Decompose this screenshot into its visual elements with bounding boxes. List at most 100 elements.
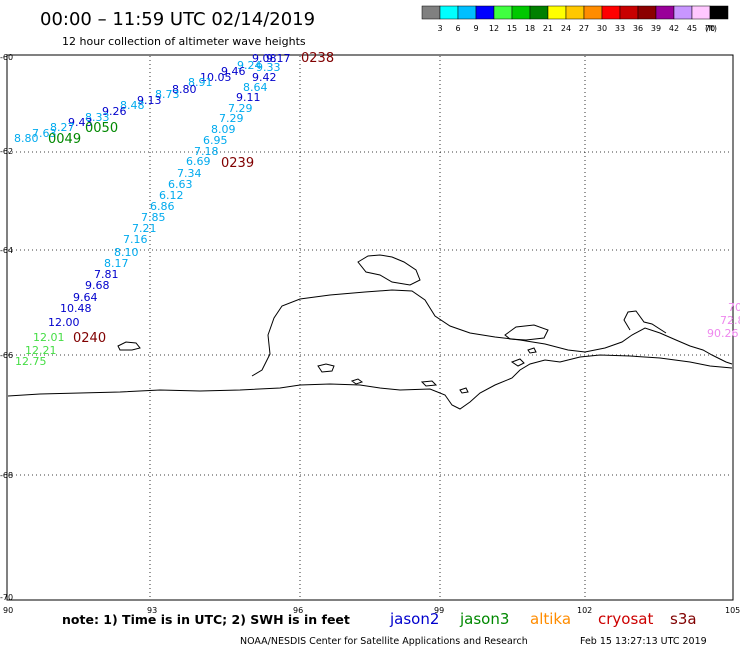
- lon-label: 105: [725, 606, 740, 615]
- swh-value: 8.48: [120, 99, 145, 112]
- graticule: [8, 56, 732, 599]
- color-scale-label: 3: [437, 24, 442, 33]
- satellite-legend: jason2 jason3 altika cryosat s3a: [389, 610, 697, 628]
- swh-value: 12.00: [48, 316, 80, 329]
- color-scale-bar: 3 6 9 12 15 18 21 24 27 30 33 36 39 42 45 70(ft): [421, 5, 729, 33]
- legend-altika: altika: [530, 610, 571, 628]
- swh-value: 10.05: [200, 71, 232, 84]
- swh-value: 9.08: [252, 52, 277, 65]
- swh-value: 9.42: [252, 71, 277, 84]
- swh-value: 7.85: [141, 211, 166, 224]
- swh-value: 9.64: [73, 291, 98, 304]
- swh-value: 7.18: [194, 145, 219, 158]
- lat-label: -70: [0, 593, 13, 602]
- time-label: 0239: [221, 156, 254, 171]
- islet: [317, 363, 335, 373]
- color-scale-label: 45: [687, 24, 697, 33]
- page-title: 00:00 – 11:59 UTC 02/14/2019: [40, 9, 315, 30]
- swh-value: 8.80: [172, 83, 197, 96]
- footer-timestamp: Feb 15 13:27:13 UTC 2019: [580, 636, 707, 647]
- swh-value: 9.11: [236, 91, 261, 104]
- color-scale-label: 9: [473, 24, 478, 33]
- longitude-labels: 90 93 96 99 102 105: [3, 606, 740, 615]
- swh-value: 10.48: [60, 302, 92, 315]
- color-swatch: [673, 5, 693, 20]
- swh-value: 6.95: [203, 134, 228, 147]
- swh-value: 8.91: [188, 76, 213, 89]
- color-swatch: [565, 5, 585, 20]
- color-scale-label: 12: [489, 24, 499, 33]
- island-east: [504, 324, 549, 341]
- legend-s3a: s3a: [670, 610, 697, 628]
- swh-value: 9.26: [102, 105, 127, 118]
- lat-label: -62: [0, 147, 13, 156]
- color-scale-label: 24: [561, 24, 571, 33]
- swh-value: 6.63: [168, 178, 193, 191]
- islet: [459, 387, 469, 394]
- swh-value: 8.80: [14, 132, 39, 145]
- swh-value: 12.21: [25, 344, 57, 357]
- color-scale-label: 39: [651, 24, 661, 33]
- color-swatch: [493, 5, 513, 20]
- color-swatch: [709, 5, 729, 20]
- color-swatch: [475, 5, 495, 20]
- time-label: 0238: [301, 51, 334, 66]
- swh-value: 9.13: [137, 94, 162, 107]
- swh-value: 9.17: [266, 52, 291, 65]
- swh-value: 7.21: [132, 222, 157, 235]
- swh-value: 9.33: [256, 61, 281, 74]
- swh-value: 7.16: [123, 233, 148, 246]
- color-scale-label: 6: [455, 24, 460, 33]
- swh-value: 6.69: [186, 155, 211, 168]
- color-scale-label: 36: [633, 24, 643, 33]
- swh-value: 12.01: [33, 331, 65, 344]
- color-swatch: [637, 5, 657, 20]
- color-swatch: [601, 5, 621, 20]
- color-swatch: [529, 5, 549, 20]
- swh-value: 7.63: [32, 127, 57, 140]
- color-swatch: [421, 5, 441, 20]
- islet: [510, 358, 525, 367]
- swh-value: 7.29: [228, 102, 253, 115]
- coastline-main: [7, 289, 733, 410]
- color-swatch: [511, 5, 531, 20]
- swh-value: 12.75: [15, 355, 47, 368]
- color-scale-label: 18: [525, 24, 535, 33]
- swh-value: 8.09: [211, 123, 236, 136]
- color-swatch: [655, 5, 675, 20]
- lon-label: 96: [293, 606, 303, 615]
- swh-value: 6.86: [150, 200, 175, 213]
- islet: [420, 380, 438, 387]
- map-frame: [6, 54, 734, 601]
- time-label: 0050: [85, 121, 118, 136]
- lon-label: 102: [577, 606, 592, 615]
- islet-west: [117, 341, 141, 351]
- legend-jason2: jason2: [389, 610, 439, 628]
- footer-note: note: 1) Time is in UTC; 2) SWH is in fe…: [62, 612, 350, 627]
- color-scale-label: 21: [543, 24, 553, 33]
- swh-value: 9.68: [85, 279, 110, 292]
- swh-value: 9.24: [237, 59, 262, 72]
- lat-label: -64: [0, 246, 13, 255]
- lon-label: 93: [147, 606, 157, 615]
- time-label: 0240: [73, 331, 106, 346]
- legend-jason3: jason3: [459, 610, 509, 628]
- color-scale-label: 42: [669, 24, 679, 33]
- swh-value: 9.43: [68, 116, 93, 129]
- lat-label: -68: [0, 471, 13, 480]
- swh-value: 7.34: [177, 167, 202, 180]
- color-scale-label: 15: [507, 24, 517, 33]
- color-swatch: [691, 5, 711, 20]
- color-scale-unit: (ft): [705, 24, 717, 33]
- color-swatch: [547, 5, 567, 20]
- swh-value: 8.64: [243, 81, 268, 94]
- swh-value: 70: [728, 301, 740, 314]
- islet: [350, 378, 364, 385]
- swh-value: 8.10: [114, 246, 139, 259]
- islet: [527, 347, 537, 354]
- altimeter-data: 9.089.179.339.428.649.117.297.298.096.95…: [14, 51, 740, 368]
- island-north: [357, 254, 421, 286]
- coastline: [7, 254, 733, 410]
- color-scale-label: 33: [615, 24, 625, 33]
- legend-cryosat: cryosat: [598, 610, 653, 628]
